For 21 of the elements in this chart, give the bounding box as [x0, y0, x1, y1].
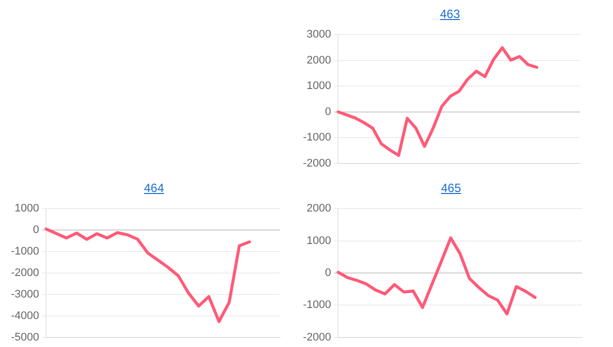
y-tick-label: -2000	[302, 157, 332, 170]
y-tick-label: -4000	[10, 310, 40, 322]
y-tick-label: -1000	[302, 299, 332, 312]
y-tick-label: 0	[33, 224, 40, 236]
y-tick-label: 1000	[14, 202, 40, 215]
y-tick-label: 1000	[306, 234, 332, 247]
y-tick-label: -5000	[10, 331, 40, 344]
chart-title: 465	[440, 181, 462, 195]
y-tick-label: -3000	[10, 288, 40, 300]
y-tick-label: -1000	[10, 246, 40, 258]
y-tick-label: 3000	[306, 28, 332, 41]
chart-title: 464	[142, 181, 166, 195]
y-tick-label: -2000	[10, 267, 40, 280]
y-tick-label: -1000	[302, 132, 332, 144]
y-tick-label: 2000	[306, 202, 332, 215]
y-tick-label: 1000	[306, 80, 332, 92]
chart-title: 463	[438, 7, 462, 21]
y-tick-label: 2000	[306, 54, 332, 66]
y-tick-label: -2000	[302, 331, 332, 344]
y-tick-label: 0	[325, 106, 332, 118]
y-tick-label: 0	[325, 267, 332, 280]
